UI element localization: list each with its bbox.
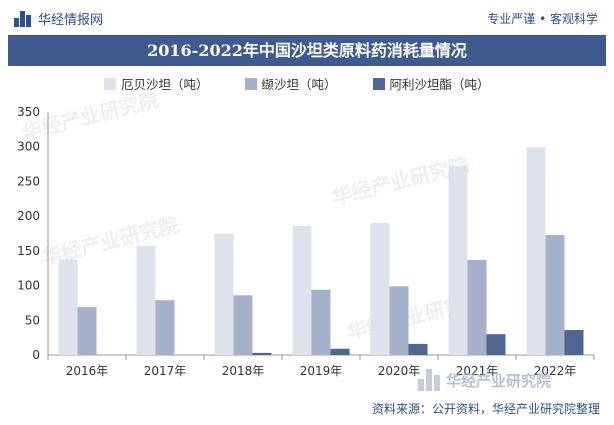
y-tick-label: 200 [17,209,40,223]
footer-watermark-text: 华经产业研究院 [446,371,552,390]
logo: 华经情报网 [14,9,103,28]
legend-label: 阿利沙坦酯（吨） [389,77,490,92]
bar [330,348,350,355]
bar [370,223,390,355]
bar [252,352,272,355]
tagline: 专业严谨 • 客观科学 [487,12,598,26]
legend-item-valsartan: 缬沙坦（吨） [244,74,337,93]
chart-title: 2016-2022年中国沙坦类原料药消耗量情况 [8,35,606,66]
logo-text: 华经情报网 [38,13,104,28]
footer-watermark: 华经产业研究院 [418,369,551,391]
y-tick-label: 250 [17,174,40,188]
x-tick-label: 2020年 [378,364,421,378]
legend-swatch [104,77,116,90]
y-tick-label: 350 [17,105,40,119]
x-tick-label: 2018年 [222,364,265,378]
bar [77,307,97,355]
bar [233,295,253,355]
legend-label: 缬沙坦（吨） [261,77,337,92]
legend: 厄贝沙坦（吨） 缬沙坦（吨） 阿利沙坦酯（吨） [104,74,526,93]
y-tick-label: 300 [17,140,40,154]
bar [292,225,312,355]
legend-swatch [372,77,385,90]
bar [389,286,409,355]
y-tick-label: 100 [17,279,40,293]
bar [526,147,546,355]
y-tick-label: 0 [32,348,40,362]
legend-item-allisartan: 阿利沙坦酯（吨） [372,74,490,93]
x-tick-label: 2019年 [300,364,343,378]
bar [214,233,234,355]
bar [448,166,468,355]
watermark-logo-icon [418,369,440,391]
header-bar: 华经情报网 专业严谨 • 客观科学 [0,0,614,34]
x-tick-label: 2017年 [144,364,187,378]
bar [486,334,506,355]
x-tick-label: 2022年 [534,364,577,378]
x-tick-label: 2021年 [456,364,499,378]
bar [467,259,487,355]
bar [311,289,331,355]
y-tick-label: 150 [17,244,40,258]
logo-icon [14,10,32,27]
x-tick-label: 2016年 [66,364,109,378]
bar [564,330,584,355]
legend-swatch [244,77,257,90]
legend-label: 厄贝沙坦（吨） [121,77,209,92]
bar [136,245,156,355]
bar [545,234,565,355]
bar [155,300,175,355]
bar [408,343,428,355]
y-tick-label: 50 [25,313,40,327]
source-note: 资料来源：公开资料，华经产业研究院整理 [371,402,600,416]
legend-item-irbesartan: 厄贝沙坦（吨） [104,74,209,93]
bar [58,259,78,355]
